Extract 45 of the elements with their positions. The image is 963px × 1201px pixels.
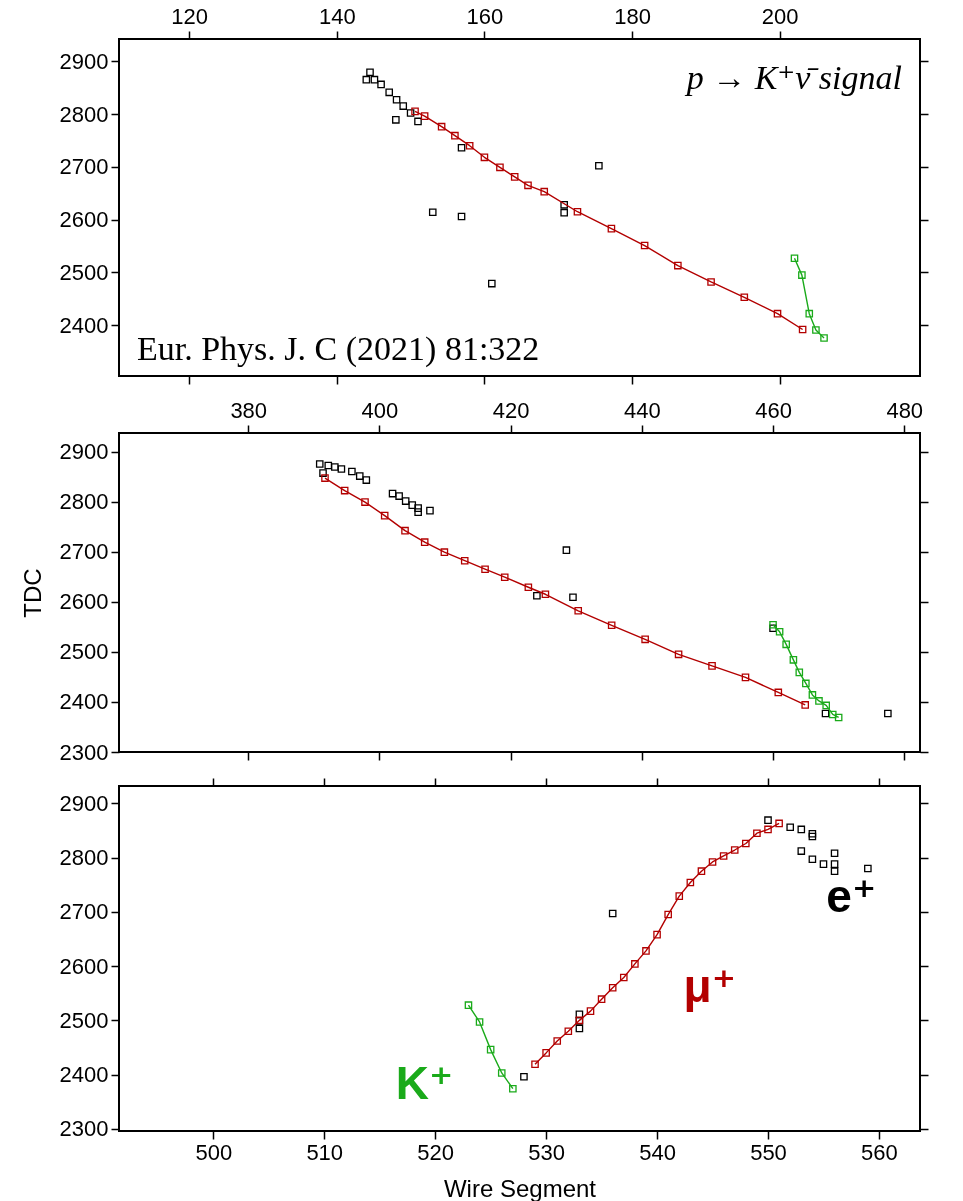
y-tick-label: 2800 — [59, 489, 109, 515]
x-tick-label: 200 — [761, 3, 799, 29]
x-tick-label: 530 — [528, 1139, 565, 1165]
y-tick-label: 2800 — [59, 845, 109, 871]
y-tick-label: 2700 — [59, 154, 109, 180]
annotation: p → K⁺ν̄ signal — [684, 59, 902, 96]
y-tick-label: 2800 — [59, 101, 109, 127]
y-tick-label: 2400 — [59, 1062, 109, 1088]
legend-label: e⁺ — [826, 869, 877, 922]
y-tick-label: 2300 — [59, 739, 109, 765]
x-tick-label: 520 — [417, 1139, 455, 1165]
y-tick-label: 2500 — [59, 259, 109, 285]
series-label: K⁺ — [395, 1056, 454, 1109]
x-tick-label: 480 — [886, 397, 924, 423]
x-tick-label: 120 — [171, 3, 208, 29]
y-tick-label: 2700 — [59, 539, 109, 565]
y-tick-label: 2400 — [59, 689, 109, 715]
x-tick-label: 440 — [623, 397, 661, 423]
y-tick-label: 2500 — [59, 1007, 109, 1033]
x-tick-label: 550 — [750, 1139, 787, 1165]
x-tick-label: 560 — [861, 1139, 898, 1165]
y-tick-label: 2400 — [59, 312, 109, 338]
y-tick-label: 2600 — [59, 589, 109, 615]
y-tick-label: 2900 — [59, 790, 109, 816]
y-tick-label: 2300 — [59, 1116, 109, 1142]
x-tick-label: 510 — [306, 1139, 344, 1165]
y-tick-label: 2900 — [59, 439, 109, 465]
x-tick-label: 140 — [318, 3, 356, 29]
x-tick-label: 420 — [492, 397, 530, 423]
x-axis-title: Wire Segment — [443, 1174, 597, 1201]
y-tick-label: 2600 — [59, 953, 109, 979]
y-tick-label: 2700 — [59, 899, 109, 925]
x-tick-label: 160 — [466, 3, 504, 29]
x-tick-label: 500 — [195, 1139, 233, 1165]
annotation: Eur. Phys. J. C (2021) 81:322 — [137, 330, 540, 368]
y-tick-label: 2500 — [59, 639, 109, 665]
x-tick-label: 380 — [230, 397, 268, 423]
y-axis-title: TDC — [18, 568, 46, 618]
x-tick-label: 400 — [361, 397, 399, 423]
x-tick-label: 540 — [639, 1139, 676, 1165]
y-tick-label: 2900 — [59, 48, 109, 74]
x-tick-label: 180 — [614, 3, 651, 29]
x-tick-label: 460 — [755, 397, 792, 423]
series-label: μ⁺ — [683, 960, 736, 1013]
y-tick-label: 2600 — [59, 207, 109, 233]
